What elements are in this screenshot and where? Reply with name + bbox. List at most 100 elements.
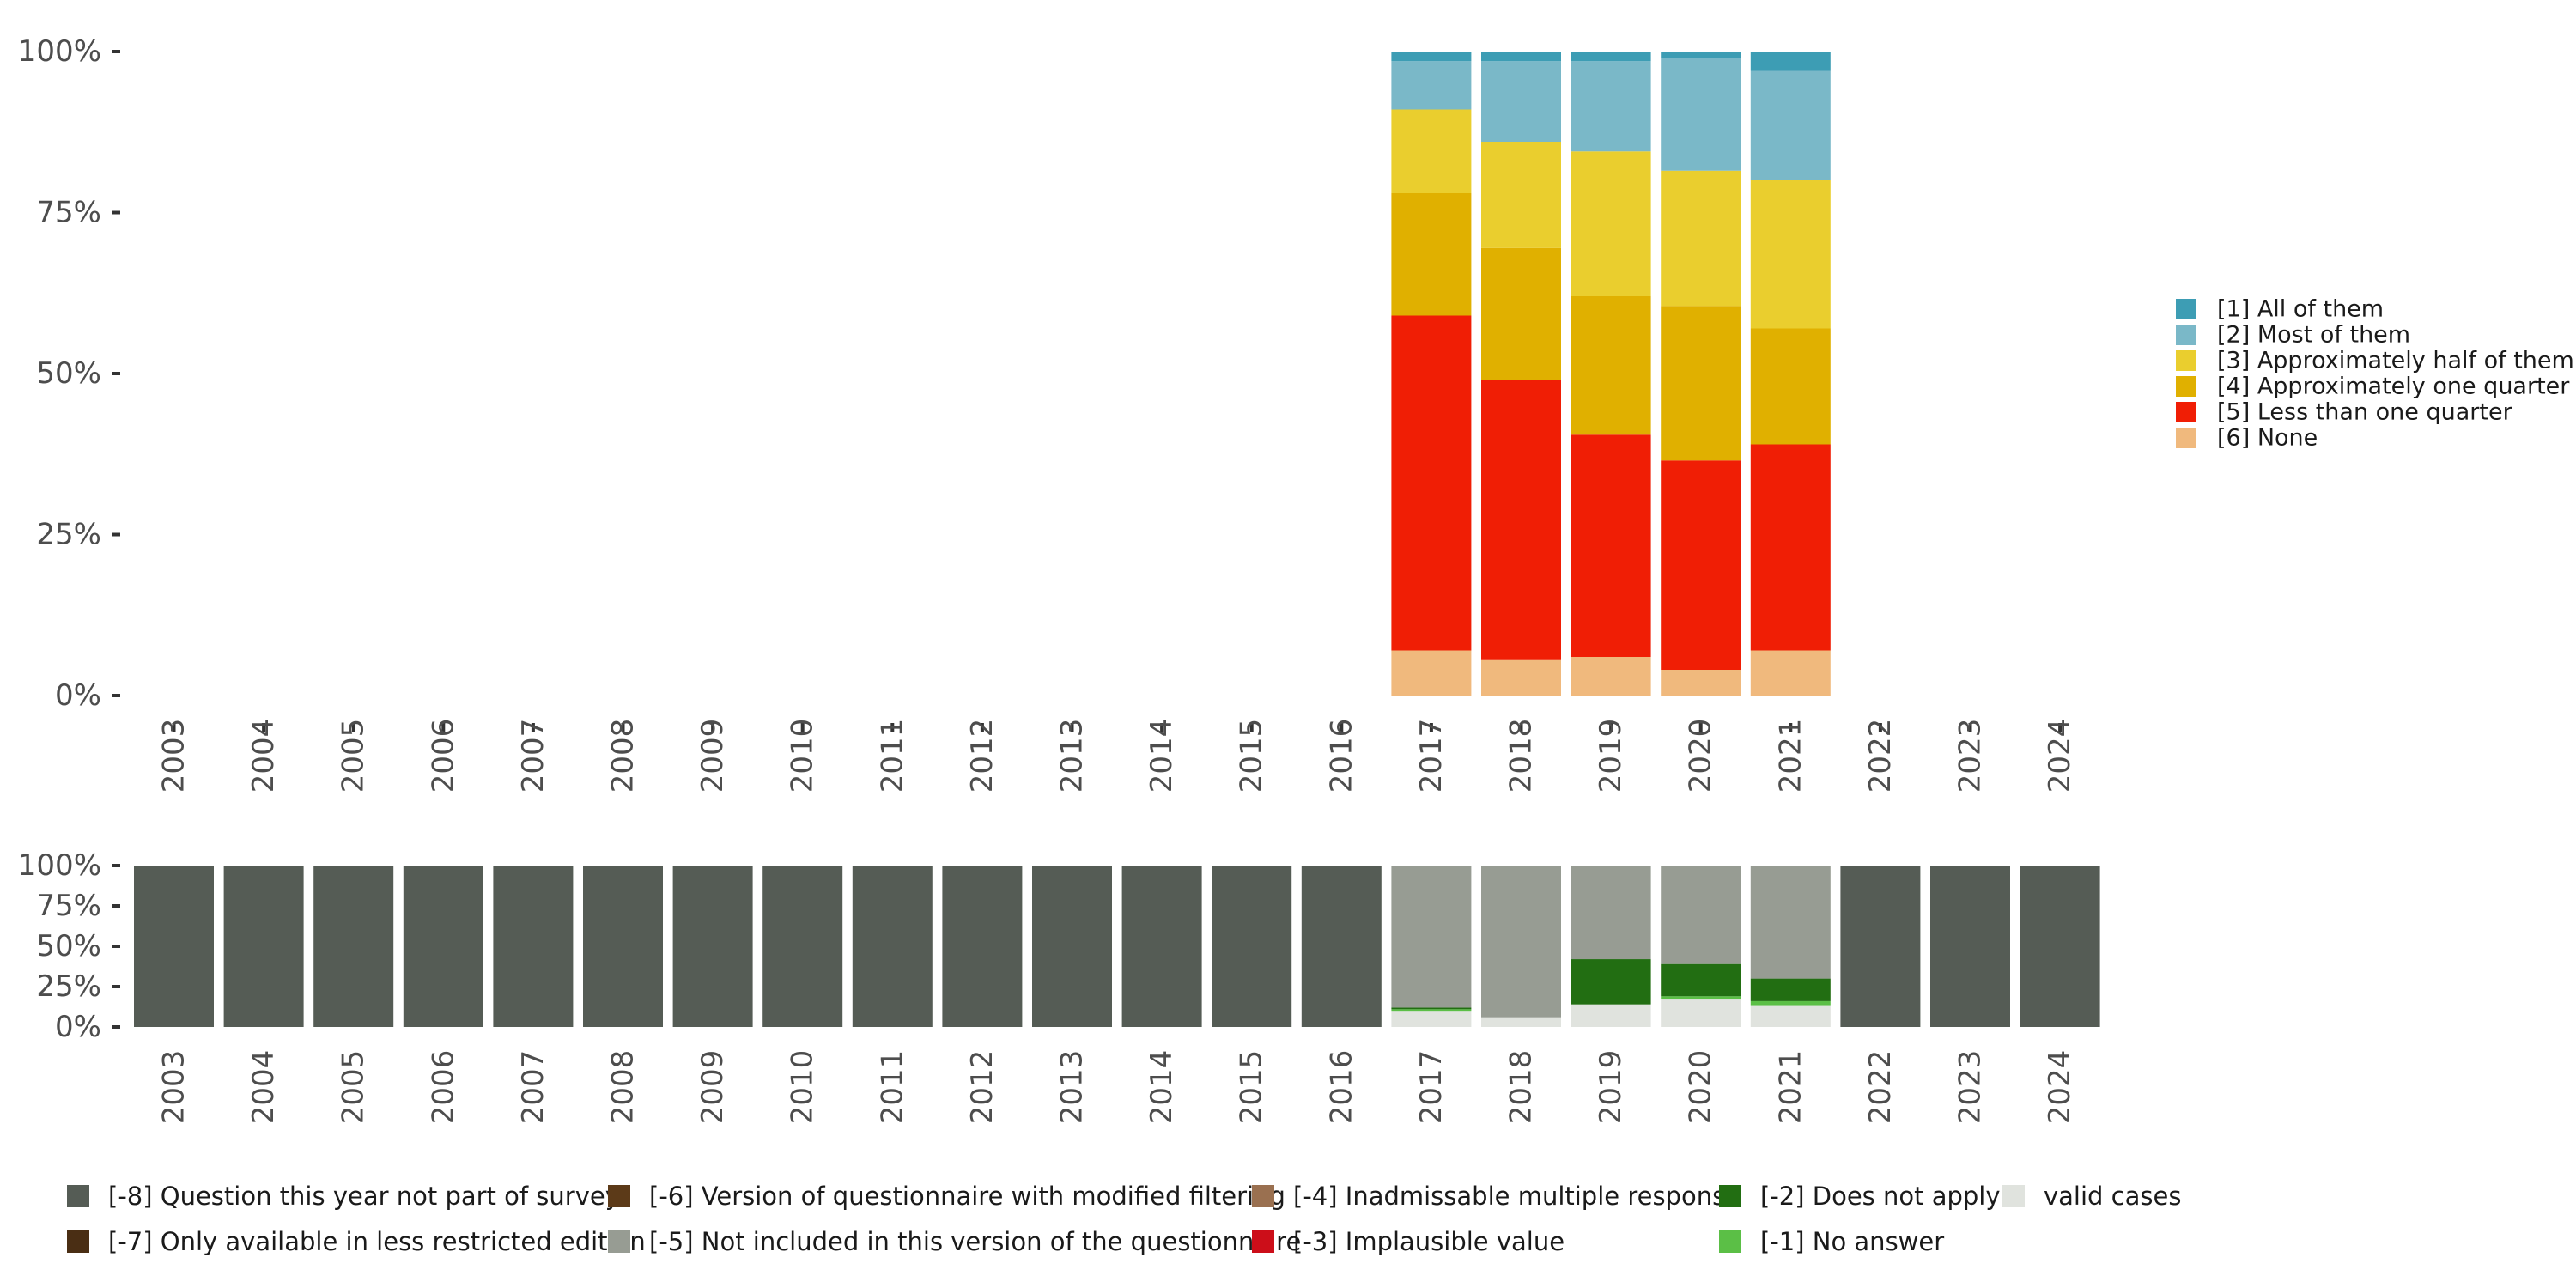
x-tick-label-2019: 2019 — [1594, 719, 1628, 793]
bar-segment-2021-1-all-of-them — [1750, 52, 1831, 71]
y-tick-label: 0% — [55, 1010, 101, 1044]
bar-segment-2008-8-question-this-year-not-part-of-survey — [583, 866, 663, 1027]
legend-label-4-approximately-one-quarter: [4] Approximately one quarter — [2217, 374, 2570, 400]
x-tick-label-2021: 2021 — [1773, 1050, 1807, 1125]
x-tick-label-2003: 2003 — [157, 719, 191, 793]
x-tick-label-2005: 2005 — [337, 1050, 371, 1125]
bar-segment-2017-2-most-of-them — [1391, 61, 1472, 110]
bar-segment-2021-6-none — [1750, 650, 1831, 696]
bar-segment-2017-valid-cases — [1391, 1011, 1472, 1027]
bar-segment-2016-8-question-this-year-not-part-of-survey — [1301, 866, 1382, 1027]
legend-label-8-question-this-year-not-part-of-survey: [-8] Question this year not part of surv… — [108, 1182, 620, 1211]
x-tick-label-2009: 2009 — [696, 1050, 730, 1125]
x-tick-label-2004: 2004 — [246, 719, 281, 793]
bar-segment-2020-5-less-than-one-quarter — [1661, 460, 1741, 670]
x-tick-label-2003: 2003 — [157, 1050, 191, 1125]
legend-swatch-3-approximately-half-of-them — [2176, 350, 2196, 371]
bar-segment-2023-8-question-this-year-not-part-of-survey — [1930, 866, 2010, 1027]
legend-label-6-none: [6] None — [2217, 425, 2318, 452]
bar-segment-2004-8-question-this-year-not-part-of-survey — [223, 866, 304, 1027]
legend-swatch-6-none — [2176, 428, 2196, 448]
x-tick-label-2016: 2016 — [1324, 1050, 1358, 1125]
legend-swatch-6-version-of-questionnaire-with-modified-filtering — [608, 1185, 630, 1207]
legend-label-3-approximately-half-of-them: [3] Approximately half of them — [2217, 348, 2574, 374]
bar-segment-2006-8-question-this-year-not-part-of-survey — [403, 866, 483, 1027]
x-tick-label-2013: 2013 — [1055, 719, 1090, 793]
bar-segment-2021-2-most-of-them — [1750, 70, 1831, 180]
x-tick-label-2011: 2011 — [875, 1050, 909, 1125]
x-tick-label-2004: 2004 — [246, 1050, 281, 1125]
legend-swatch-4-approximately-one-quarter — [2176, 376, 2196, 397]
legend-label-valid-cases: valid cases — [2044, 1182, 2181, 1211]
y-tick-label: 75% — [36, 196, 101, 230]
legend-label-1-no-answer: [-1] No answer — [1760, 1227, 1944, 1256]
bar-segment-2018-1-all-of-them — [1481, 52, 1561, 62]
legend-swatch-4-inadmissable-multiple-response — [1252, 1185, 1274, 1207]
legend-label-2-most-of-them: [2] Most of them — [2217, 322, 2410, 349]
legend-swatch-7-only-available-in-less-restricted-edition — [67, 1230, 89, 1253]
x-tick-label-2020: 2020 — [1684, 719, 1718, 793]
y-tick-label: 50% — [36, 356, 101, 391]
legend-swatch-5-not-included-in-this-version-of-the-questionnaire — [608, 1230, 630, 1253]
bar-segment-2019-2-most-of-them — [1571, 61, 1651, 152]
bar-segment-2018-5-less-than-one-quarter — [1481, 380, 1561, 660]
legend-swatch-1-no-answer — [1719, 1230, 1741, 1253]
legend-label-5-not-included-in-this-version-of-the-questionnaire: [-5] Not included in this version of the… — [649, 1227, 1301, 1256]
bar-segment-2017-3-approximately-half-of-them — [1391, 109, 1472, 193]
bar-segment-2012-8-question-this-year-not-part-of-survey — [942, 866, 1023, 1027]
legend-label-6-version-of-questionnaire-with-modified-filtering: [-6] Version of questionnaire with modif… — [649, 1182, 1285, 1211]
x-tick-label-2016: 2016 — [1324, 719, 1358, 793]
bar-segment-2019-2-does-not-apply — [1571, 959, 1651, 1005]
bar-segment-2018-4-approximately-one-quarter — [1481, 247, 1561, 380]
bar-segment-2015-8-question-this-year-not-part-of-survey — [1212, 866, 1292, 1027]
bar-segment-2018-3-approximately-half-of-them — [1481, 142, 1561, 248]
bar-segment-2019-5-less-than-one-quarter — [1571, 434, 1651, 657]
bar-segment-2022-8-question-this-year-not-part-of-survey — [1840, 866, 1921, 1027]
bar-segment-2020-2-does-not-apply — [1661, 963, 1741, 997]
x-tick-label-2012: 2012 — [965, 719, 999, 793]
legend-label-4-inadmissable-multiple-response: [-4] Inadmissable multiple response — [1293, 1182, 1741, 1211]
x-tick-label-2022: 2022 — [1863, 719, 1898, 793]
bar-segment-2020-4-approximately-one-quarter — [1661, 306, 1741, 461]
y-tick-label: 50% — [36, 929, 101, 963]
bottom-chart: 0% 25% 50% 75% 100% 2003 2004 2005 2006 2007 2008 2… — [18, 848, 2100, 1124]
bar-segment-2021-3-approximately-half-of-them — [1750, 180, 1831, 329]
x-tick-label-2008: 2008 — [606, 719, 641, 793]
x-tick-label-2007: 2007 — [516, 719, 550, 793]
bar-segment-2018-2-most-of-them — [1481, 61, 1561, 142]
bar-segment-2021-valid-cases — [1750, 1005, 1831, 1027]
x-tick-label-2009: 2009 — [696, 719, 730, 793]
bar-segment-2021-2-does-not-apply — [1750, 978, 1831, 1001]
x-tick-label-2008: 2008 — [606, 1050, 641, 1125]
bar-segment-2018-6-none — [1481, 659, 1561, 696]
legend-label-7-only-available-in-less-restricted-edition: [-7] Only available in less restricted e… — [108, 1227, 646, 1256]
bar-segment-2013-8-question-this-year-not-part-of-survey — [1032, 866, 1112, 1027]
bar-segment-2017-1-no-answer — [1391, 1009, 1472, 1012]
bar-segment-2019-4-approximately-one-quarter — [1571, 296, 1651, 435]
top-legend: [1] All of them[2] Most of them[3] Appro… — [2176, 296, 2574, 452]
legend-swatch-2-does-not-apply — [1719, 1185, 1741, 1207]
y-tick-label: 75% — [36, 889, 101, 923]
bar-segment-2017-1-all-of-them — [1391, 52, 1472, 62]
bar-segment-2024-8-question-this-year-not-part-of-survey — [2020, 866, 2100, 1027]
x-tick-label-2005: 2005 — [337, 719, 371, 793]
bar-segment-2020-5-not-included-in-this-version-of-the-questionnaire — [1661, 866, 1741, 964]
y-tick-label: 100% — [18, 34, 101, 69]
bar-segment-2020-3-approximately-half-of-them — [1661, 170, 1741, 307]
x-tick-label-2017: 2017 — [1414, 1050, 1449, 1125]
bar-segment-2003-8-question-this-year-not-part-of-survey — [134, 866, 214, 1027]
y-tick-label: 25% — [36, 969, 101, 1004]
x-tick-label-2014: 2014 — [1145, 719, 1179, 793]
x-tick-label-2022: 2022 — [1863, 1050, 1898, 1125]
y-tick-label: 0% — [55, 678, 101, 713]
bar-segment-2019-1-all-of-them — [1571, 52, 1651, 62]
legend-label-1-all-of-them: [1] All of them — [2217, 296, 2384, 323]
x-tick-label-2012: 2012 — [965, 1050, 999, 1125]
bar-segment-2017-6-none — [1391, 650, 1472, 696]
legend-swatch-2-most-of-them — [2176, 325, 2196, 345]
bar-segment-2019-6-none — [1571, 657, 1651, 696]
bar-segment-2021-5-not-included-in-this-version-of-the-questionnaire — [1750, 866, 1831, 979]
bar-segment-2021-4-approximately-one-quarter — [1750, 328, 1831, 445]
bar-segment-2021-5-less-than-one-quarter — [1750, 444, 1831, 651]
x-tick-label-2023: 2023 — [1953, 719, 1988, 793]
